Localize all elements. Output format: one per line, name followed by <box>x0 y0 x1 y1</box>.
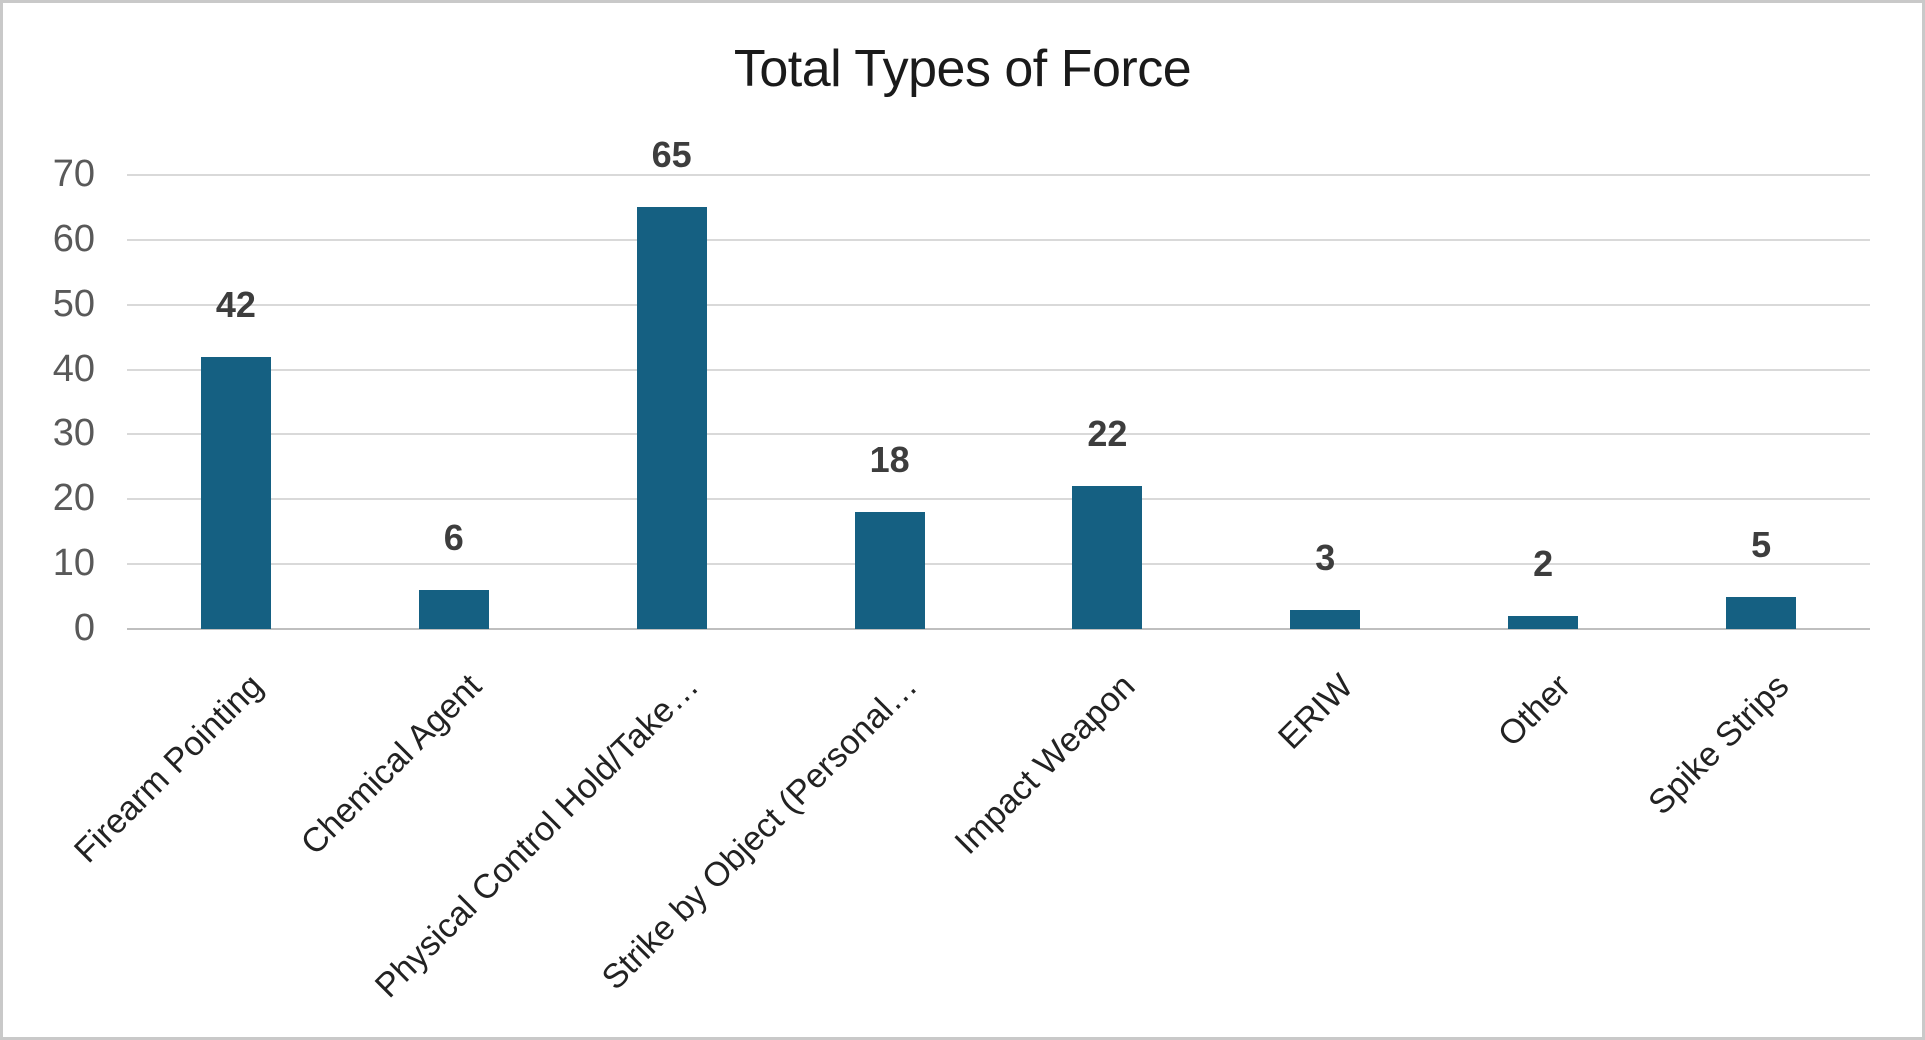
y-axis-tick-60: 60 <box>52 217 95 260</box>
bar-physical-control-hold-take <box>636 207 707 629</box>
bar-strike-by-object-personal <box>854 512 925 629</box>
y-axis-tick-70: 70 <box>52 153 95 195</box>
gridline-70 <box>127 174 1870 176</box>
y-axis-tick-30: 30 <box>52 412 95 455</box>
value-label-impact-weapon: 22 <box>1087 413 1128 455</box>
gridline-10 <box>127 563 1870 566</box>
gridline-0 <box>127 628 1870 630</box>
bar-chemical-agent <box>418 590 489 629</box>
x-axis-label-spike-strips: Spike Strips <box>1640 667 1796 823</box>
x-axis-label-eriw: ERIW <box>1270 667 1361 757</box>
y-axis-tick-40: 40 <box>52 347 95 390</box>
value-label-eriw: 3 <box>1315 536 1336 578</box>
gridline-50 <box>127 303 1870 306</box>
x-axis-label-impact-weapon: Impact Weapon <box>947 667 1143 862</box>
chart-title: Total Types of Force <box>733 40 1192 98</box>
gridline-60 <box>127 238 1870 241</box>
x-axis-label-other: Other <box>1491 667 1579 755</box>
y-axis-tick-10: 10 <box>52 542 95 585</box>
x-axis-label-firearm-pointing: Firearm Pointing <box>67 667 271 871</box>
bar-impact-weapon <box>1072 486 1143 629</box>
x-axis-label-chemical-agent: Chemical Agent <box>293 667 489 863</box>
bar-eriw <box>1290 609 1361 629</box>
y-axis-tick-50: 50 <box>52 282 95 325</box>
value-label-firearm-pointing: 42 <box>215 283 256 325</box>
value-label-chemical-agent: 6 <box>443 517 464 559</box>
bar-other <box>1508 616 1579 629</box>
value-label-other: 2 <box>1533 543 1554 584</box>
bar-firearm-pointing <box>200 356 271 629</box>
value-label-physical-control-hold-take: 65 <box>651 134 692 176</box>
bar-spike-strips <box>1726 596 1797 629</box>
y-axis-tick-0: 0 <box>73 607 95 649</box>
gridline-20 <box>127 498 1870 501</box>
value-label-spike-strips: 5 <box>1751 523 1772 565</box>
y-axis-tick-20: 20 <box>52 477 95 520</box>
gridline-30 <box>127 433 1870 436</box>
gridline-40 <box>127 368 1870 371</box>
value-label-strike-by-object-personal: 18 <box>869 439 910 481</box>
